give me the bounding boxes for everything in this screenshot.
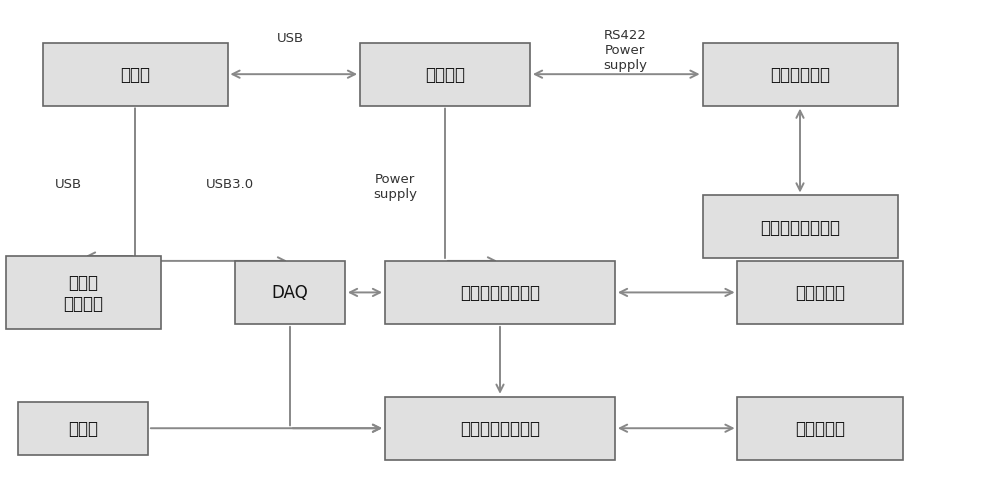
- Text: 温度数据采集线路: 温度数据采集线路: [460, 284, 540, 302]
- Text: Power
supply: Power supply: [373, 172, 417, 200]
- Text: USB3.0: USB3.0: [206, 178, 254, 190]
- FancyBboxPatch shape: [702, 44, 898, 106]
- FancyBboxPatch shape: [6, 257, 160, 329]
- Text: USB: USB: [54, 178, 82, 190]
- FancyBboxPatch shape: [360, 44, 530, 106]
- FancyBboxPatch shape: [43, 44, 228, 106]
- FancyBboxPatch shape: [737, 397, 902, 460]
- Text: RS422
Power
supply: RS422 Power supply: [603, 30, 647, 72]
- FancyBboxPatch shape: [235, 261, 345, 324]
- Text: 电机控制电路: 电机控制电路: [770, 66, 830, 84]
- FancyBboxPatch shape: [18, 402, 148, 455]
- FancyBboxPatch shape: [385, 261, 615, 324]
- FancyBboxPatch shape: [385, 397, 615, 460]
- FancyBboxPatch shape: [737, 261, 902, 324]
- Text: 电热炉
温控系统: 电热炉 温控系统: [63, 273, 103, 312]
- Text: DAQ: DAQ: [272, 284, 308, 302]
- Text: 总线电路: 总线电路: [425, 66, 465, 84]
- Text: USB: USB: [276, 32, 304, 45]
- Text: 计算机: 计算机: [120, 66, 150, 84]
- Text: 温度传感器: 温度传感器: [795, 284, 845, 302]
- Text: 压力数据采集线路: 压力数据采集线路: [460, 419, 540, 438]
- Text: 步进电机及驱动器: 步进电机及驱动器: [760, 218, 840, 237]
- FancyBboxPatch shape: [702, 196, 898, 259]
- Text: 压力传感器: 压力传感器: [795, 419, 845, 438]
- Text: 电热炉: 电热炉: [68, 419, 98, 438]
